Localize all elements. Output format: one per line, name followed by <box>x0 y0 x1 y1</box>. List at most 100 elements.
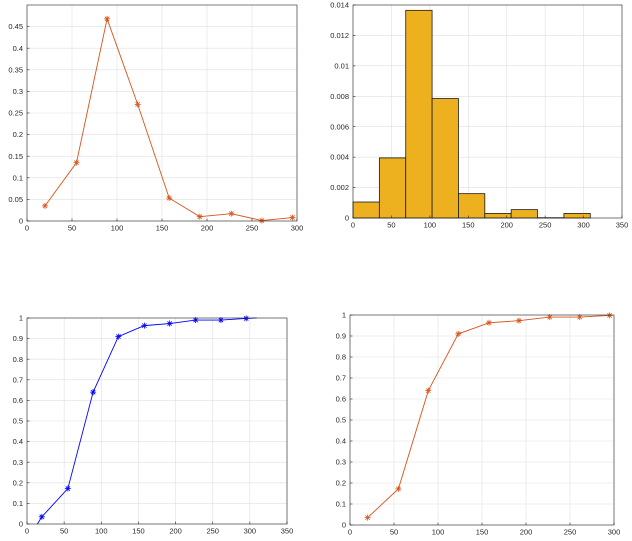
x-tick-label: 100 <box>424 221 437 230</box>
x-tick-label: 300 <box>291 224 304 233</box>
x-tick-label: 250 <box>539 221 552 230</box>
data-point <box>115 333 122 340</box>
y-tick-label: 0.004 <box>330 153 349 162</box>
subplot-bottom-left: 0 50 100 150 200 250 300 350 0 0.1 0.2 0.3 0.4 0.5 0.6… <box>13 314 294 536</box>
histogram-bar <box>510 209 538 219</box>
histogram-bar <box>378 157 407 219</box>
y-tick-label: 1 <box>19 314 23 323</box>
data-point <box>243 315 250 322</box>
histogram-bar <box>458 193 486 219</box>
y-tick-label: 0.4 <box>13 44 23 53</box>
x-tick-label: 0 <box>25 527 29 536</box>
y-tick-label: 0.3 <box>336 458 346 467</box>
data-point <box>90 389 97 396</box>
subplot-top-left: 0 50 100 150 200 250 300 0 0.05 0.1 0.15 0.2 0.25 0.3… <box>8 4 304 233</box>
y-tick-label: 0.8 <box>13 355 23 364</box>
data-point <box>486 319 493 326</box>
x-tick-label: 50 <box>60 527 68 536</box>
x-tick-label: 0 <box>351 221 355 230</box>
y-tick-label: 0.002 <box>330 183 349 192</box>
y-tick-label: 0.45 <box>8 22 23 31</box>
y-tick-label: 0.006 <box>330 122 349 131</box>
data-point <box>395 485 402 492</box>
data-point <box>134 101 141 108</box>
y-tick-label: 0 <box>19 520 23 529</box>
data-point <box>196 213 203 220</box>
y-tick-label: 0.012 <box>330 31 349 40</box>
data-point <box>73 159 80 166</box>
x-tick-label: 150 <box>156 224 169 233</box>
y-tick-label: 0.25 <box>8 109 23 118</box>
y-tick-label: 0 <box>19 217 23 226</box>
x-tick-label: 50 <box>387 221 395 230</box>
y-tick-label: 0.2 <box>13 478 23 487</box>
x-tick-label: 0 <box>348 528 352 537</box>
y-tick-label: 0.3 <box>13 87 23 96</box>
y-tick-label: 0.1 <box>336 500 346 509</box>
x-tick-label: 250 <box>564 528 577 537</box>
x-tick-label: 350 <box>281 527 294 536</box>
histogram-bar <box>352 201 380 219</box>
y-tick-label: 0.15 <box>8 152 23 161</box>
y-tick-label: 0 <box>345 214 349 223</box>
x-tick-label: 250 <box>206 527 219 536</box>
data-point <box>166 320 173 327</box>
histogram-bar <box>405 9 433 219</box>
y-tick-label: 0.01 <box>334 61 349 70</box>
data-point <box>141 322 148 329</box>
x-tick-label: 50 <box>390 528 398 537</box>
x-tick-label: 50 <box>68 224 76 233</box>
y-tick-label: 0.3 <box>13 458 23 467</box>
y-tick-label: 0.008 <box>330 92 349 101</box>
x-tick-label: 300 <box>608 528 621 537</box>
x-tick-label: 200 <box>500 221 513 230</box>
x-tick-label: 150 <box>462 221 475 230</box>
x-tick-label: 200 <box>520 528 533 537</box>
x-tick-label: 200 <box>169 527 182 536</box>
x-tick-label: 150 <box>132 527 145 536</box>
y-tick-label: 0.9 <box>13 334 23 343</box>
data-point <box>515 317 522 324</box>
subplot-top-right: 0 50 100 150 200 250 300 350 0 0.002 0.004 0.006 0.0… <box>330 1 628 230</box>
axes-frame <box>352 4 623 219</box>
x-tick-label: 100 <box>95 527 108 536</box>
histogram-bar <box>431 98 459 219</box>
data-point <box>166 195 173 202</box>
data-point <box>425 387 432 394</box>
subplot-bottom-right: 0 50 100 150 200 250 300 0 0.1 0.2 0.3 0.4 0.5 0.6 0.7… <box>336 311 621 537</box>
y-tick-label: 0.2 <box>336 479 346 488</box>
y-tick-label: 1 <box>342 311 346 320</box>
y-tick-label: 0.5 <box>336 416 346 425</box>
data-point <box>606 312 613 319</box>
data-point <box>455 330 462 337</box>
y-tick-label: 0.6 <box>13 396 23 405</box>
y-tick-label: 0.8 <box>336 353 346 362</box>
x-tick-label: 350 <box>616 221 629 230</box>
data-point <box>364 514 371 521</box>
y-tick-label: 0.1 <box>13 173 23 182</box>
x-tick-label: 150 <box>476 528 489 537</box>
y-tick-label: 0.35 <box>8 65 23 74</box>
histogram-bar <box>563 213 591 219</box>
histogram-bar <box>484 213 512 219</box>
y-tick-label: 0.2 <box>13 130 23 139</box>
data-point <box>228 210 235 217</box>
y-tick-label: 0.7 <box>13 375 23 384</box>
y-tick-label: 0.9 <box>336 332 346 341</box>
data-point <box>64 485 71 492</box>
data-point <box>104 15 111 22</box>
x-tick-label: 300 <box>577 221 590 230</box>
x-tick-label: 250 <box>246 224 259 233</box>
x-tick-label: 100 <box>111 224 124 233</box>
y-tick-label: 0.05 <box>8 195 23 204</box>
data-point <box>42 202 48 209</box>
data-point <box>576 314 583 321</box>
y-tick-label: 0.1 <box>13 499 23 508</box>
data-point <box>258 217 265 224</box>
x-tick-label: 0 <box>25 224 29 233</box>
data-point <box>38 513 45 520</box>
y-tick-label: 0.014 <box>330 1 349 10</box>
y-tick-label: 0.6 <box>336 395 346 404</box>
y-tick-label: 0.7 <box>336 374 346 383</box>
